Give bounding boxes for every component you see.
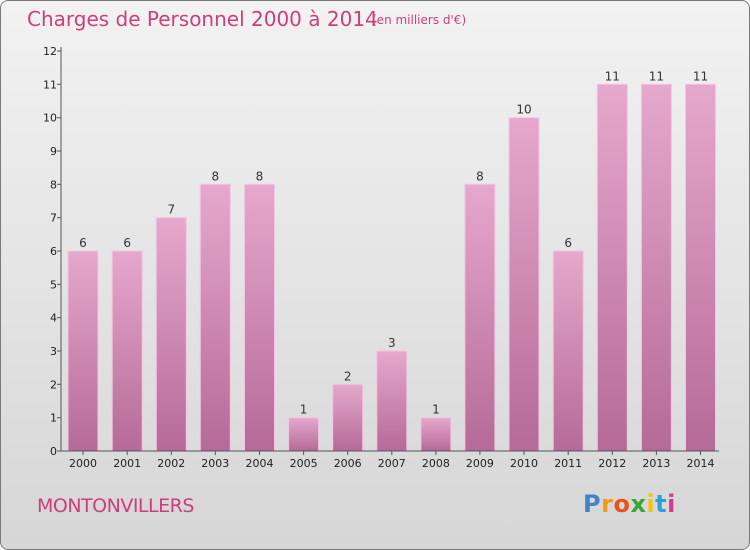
- value-label-2014: 11: [693, 69, 708, 83]
- y-tick-label-3: 3: [50, 345, 57, 358]
- x-tick-label-2012: 2012: [598, 457, 626, 470]
- bar-2013: [640, 83, 672, 452]
- x-tick-label-2006: 2006: [334, 457, 362, 470]
- value-label-2005: 1: [300, 403, 308, 417]
- y-tick-label-12: 12: [43, 45, 57, 58]
- bar-2006: [332, 383, 364, 452]
- value-label-2012: 11: [605, 69, 620, 83]
- chart-title: Charges de Personnel 2000 à 2014: [27, 7, 378, 31]
- value-label-2002: 7: [167, 203, 175, 217]
- x-tick-label-2013: 2013: [642, 457, 670, 470]
- value-label-2003: 8: [211, 169, 219, 183]
- x-tick-label-2010: 2010: [510, 457, 538, 470]
- value-label-2001: 6: [123, 236, 131, 250]
- value-label-2007: 3: [388, 336, 396, 350]
- y-tick-label-5: 5: [50, 278, 57, 291]
- value-label-2004: 8: [256, 169, 264, 183]
- y-tick-label-11: 11: [43, 78, 57, 91]
- bar-2005: [288, 417, 320, 452]
- y-tick-label-0: 0: [50, 445, 57, 458]
- value-label-2013: 11: [649, 69, 664, 83]
- chart-subtitle: (en milliers d'€): [372, 13, 467, 27]
- bar-2008: [420, 417, 452, 452]
- bar-2003: [199, 183, 231, 452]
- x-tick-label-2002: 2002: [157, 457, 185, 470]
- x-tick-label-2004: 2004: [246, 457, 274, 470]
- bar-2009: [464, 183, 496, 452]
- bar-2010: [508, 117, 540, 452]
- x-tick-label-2005: 2005: [290, 457, 318, 470]
- y-tick-label-8: 8: [50, 178, 57, 191]
- bar-2007: [376, 350, 408, 452]
- x-tick-label-2008: 2008: [422, 457, 450, 470]
- proxiti-logo: Proxiti: [583, 490, 676, 518]
- value-label-2006: 2: [344, 369, 352, 383]
- bar-2012: [596, 83, 628, 452]
- x-tick-label-2009: 2009: [466, 457, 494, 470]
- x-tick-label-2000: 2000: [69, 457, 97, 470]
- bar-2004: [244, 183, 275, 452]
- y-tick-label-9: 9: [50, 145, 57, 158]
- y-tick-label-4: 4: [50, 312, 57, 325]
- bar-2000: [67, 250, 99, 452]
- x-tick-label-2014: 2014: [687, 457, 715, 470]
- bar-2014: [685, 83, 716, 452]
- value-label-2009: 8: [476, 169, 484, 183]
- x-tick-label-2001: 2001: [113, 457, 141, 470]
- value-label-2000: 6: [79, 236, 87, 250]
- y-tick-label-10: 10: [43, 112, 57, 125]
- y-tick-label-7: 7: [50, 212, 57, 225]
- y-tick-label-1: 1: [50, 412, 57, 425]
- value-label-2011: 6: [564, 236, 572, 250]
- x-tick-label-2007: 2007: [378, 457, 406, 470]
- bar-2001: [111, 250, 143, 452]
- y-tick-label-2: 2: [50, 378, 57, 391]
- y-tick-label-6: 6: [50, 245, 57, 258]
- x-tick-label-2003: 2003: [201, 457, 229, 470]
- x-tick-label-2011: 2011: [554, 457, 582, 470]
- value-label-2008: 1: [432, 403, 440, 417]
- commune-name: MONTONVILLERS: [37, 495, 194, 517]
- bar-2011: [552, 250, 584, 452]
- bar-2002: [155, 217, 187, 452]
- value-label-2010: 10: [516, 103, 531, 117]
